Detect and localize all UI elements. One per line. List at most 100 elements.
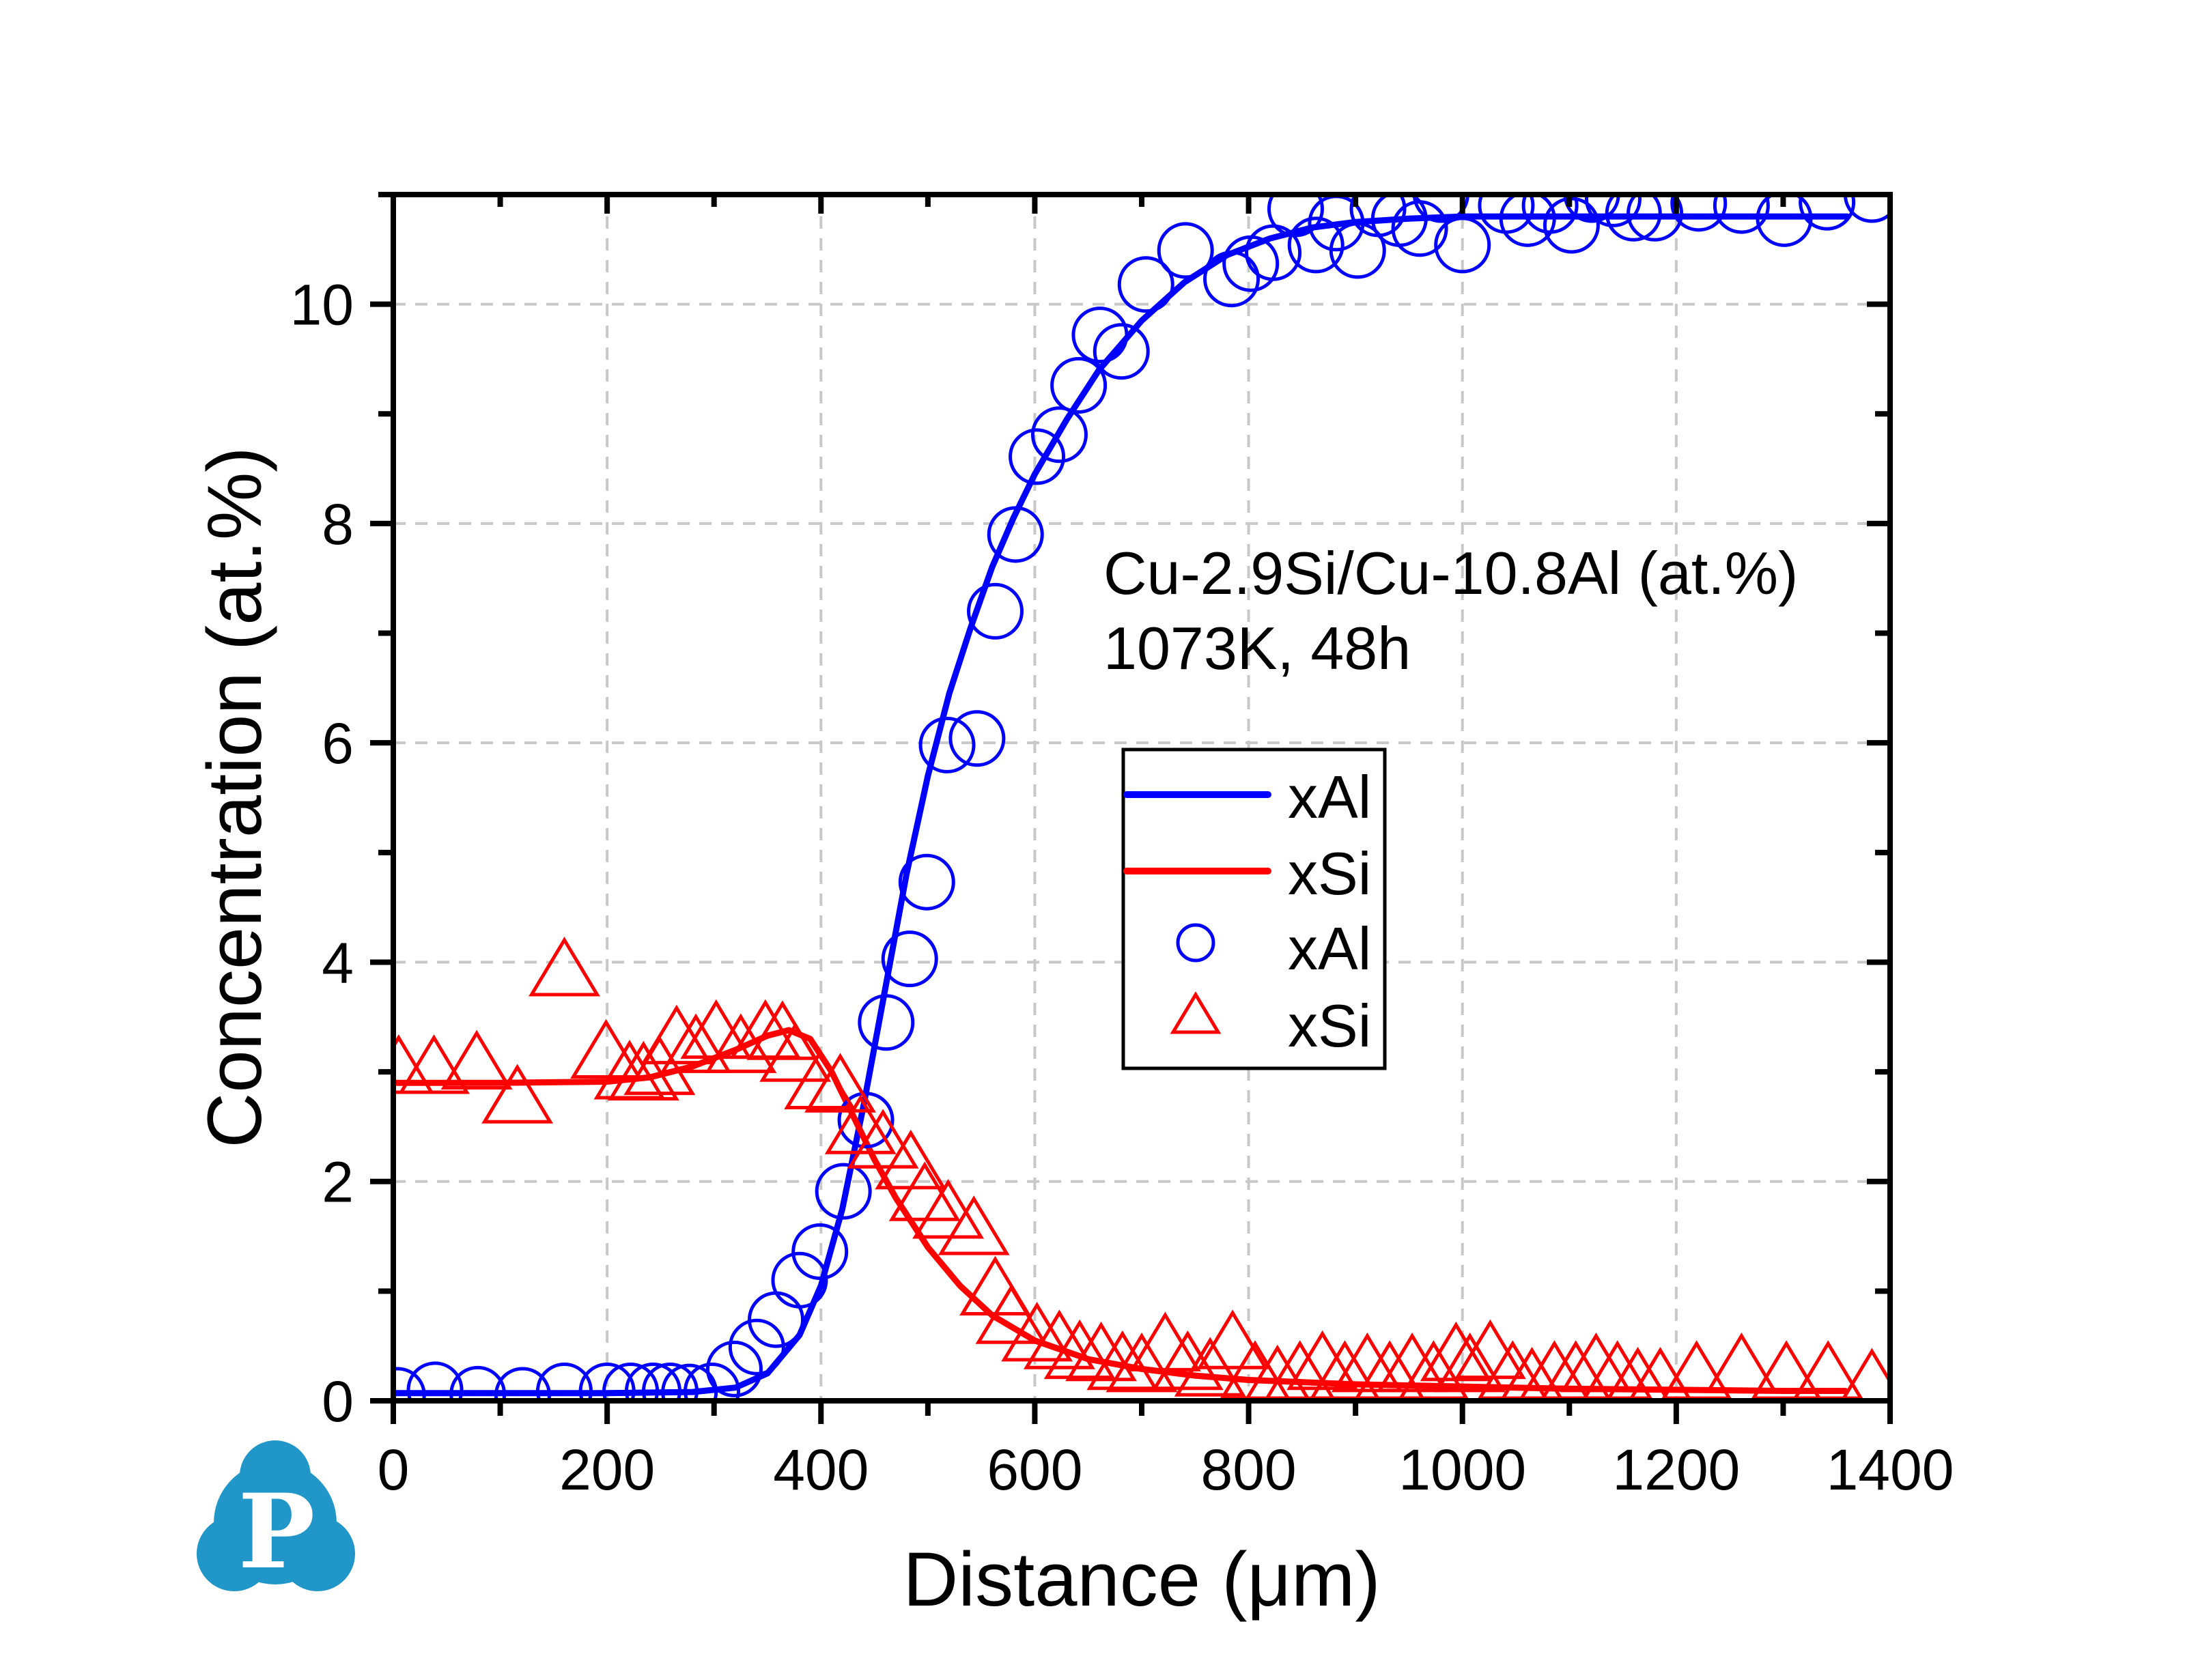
legend-triangle-marker-icon [1170,991,1222,1034]
data-point-circle [578,1363,636,1401]
y-tick-label: 4 [322,930,354,995]
legend: xAl xSi xAl xSi [1121,748,1387,1070]
y-axis-title: Concentration (at.%) [192,446,277,1148]
data-point-circle [1434,216,1491,274]
x-tick-label: 0 [378,1438,410,1502]
data-point-circle [1093,323,1150,380]
data-point-circle [1605,195,1662,242]
data-point-triangle [1065,1321,1137,1382]
data-point-triangle [912,1179,985,1239]
data-point-circle [771,1251,828,1309]
data-point-circle [898,853,955,911]
data-point-triangle [1454,1319,1526,1380]
legend-entry-xsi-marker: xSi [1170,991,1371,1059]
axes [370,192,1893,1424]
data-point-circle [858,994,915,1051]
data-point-triangle [1705,1333,1777,1393]
data-point-circle [1391,200,1448,257]
data-point-circle [624,1363,681,1401]
data-point-triangle [398,1034,470,1094]
data-point-triangle [1376,1333,1448,1393]
x-tick-label: 200 [559,1438,655,1502]
data-point-circle [881,930,938,988]
legend-entry-xal-line: xAl [1123,763,1371,831]
data-point-triangle [804,1053,876,1113]
y-tick-label: 2 [322,1150,354,1214]
data-point-triangle [1001,1302,1073,1362]
annotation-line-2: 1073K, 48h [1103,614,1411,682]
legend-label: xSi [1288,992,1371,1059]
data-point-circle [1627,195,1684,242]
data-point-circle [1071,307,1129,364]
markers-xsi [393,937,1890,1401]
y-tick-label: 0 [322,1369,354,1434]
data-point-circle [1117,256,1174,313]
data-point-triangle [1286,1330,1359,1391]
data-point-circle [602,1363,660,1401]
data-point-triangle [1605,1346,1670,1401]
tick-labels: 0 200 400 600 800 1000 1200 1400 0 2 4 6 8 10 [290,273,1954,1502]
data-point-triangle [529,937,600,997]
legend-entry-xsi-line: xSi [1123,840,1371,907]
logo-cloud-left [197,1516,272,1591]
x-tick-label: 1000 [1398,1438,1526,1502]
legend-box [1121,748,1387,1070]
data-point-triangle [640,1004,713,1065]
annotation-line-1: Cu-2.9Si/Cu-10.8Al (at.%) [1103,539,1798,607]
data-point-circle [494,1367,551,1401]
data-point-circle [1843,195,1890,223]
data-point-circle [1670,195,1728,232]
data-point-circle [684,1363,741,1401]
data-point-circle [791,1223,849,1281]
cloud-p-logo-icon: P [197,1440,355,1592]
data-point-triangle [660,1013,732,1073]
data-point-circle [815,1163,872,1220]
data-point-circle [948,710,1006,767]
x-axis-title: Distance (μm) [903,1537,1380,1622]
logo-cloud-right [280,1516,355,1591]
legend-label: xSi [1288,840,1371,907]
data-point-triangle [1196,1309,1269,1369]
y-tick-label: 6 [322,711,354,775]
data-point-circle [661,1363,718,1401]
data-point-circle [1713,195,1770,234]
data-point-triangle [975,1284,1047,1344]
legend-circle-marker-icon [1176,923,1215,963]
data-point-circle [987,506,1044,563]
data-point-circle [705,1340,763,1397]
data-point-triangle [938,1195,1010,1255]
data-point-circle [1203,251,1261,308]
data-point-circle [918,716,976,773]
data-point-triangle [393,1034,435,1094]
data-point-triangle [570,1019,643,1079]
x-tick-label: 600 [987,1438,1082,1502]
data-point-circle [393,1367,426,1401]
legend-label: xAl [1288,915,1371,982]
data-point-circle [1799,195,1856,231]
data-point-triangle [481,1064,554,1124]
data-point-triangle [1331,1333,1403,1393]
data-point-circle [1030,406,1088,464]
y-tick-label: 8 [322,492,354,556]
data-point-circle [837,1092,895,1149]
annotation: Cu-2.9Si/Cu-10.8Al (at.%) 1073K, 48h [1103,539,1798,682]
data-point-circle [966,582,1024,640]
x-tick-label: 800 [1200,1438,1296,1502]
logo-letter: P [238,1472,315,1592]
x-tick-label: 1200 [1612,1438,1740,1502]
data-point-triangle [847,1109,919,1169]
data-point-triangle [1043,1319,1116,1380]
markers-xal [393,195,1890,1401]
data-point-circle [1009,428,1066,485]
data-point-triangle [1500,1346,1564,1401]
data-point-triangle [1023,1309,1095,1369]
data-point-triangle [1560,1333,1632,1393]
data-point-triangle [623,1035,696,1096]
data-point-triangle [759,1022,832,1082]
data-point-triangle [784,1049,856,1109]
data-point-triangle [1106,1333,1178,1393]
data-point-circle [449,1365,507,1401]
data-point-circle [1412,195,1469,223]
x-tick-label: 1400 [1827,1438,1954,1502]
data-point-circle [642,1363,699,1401]
